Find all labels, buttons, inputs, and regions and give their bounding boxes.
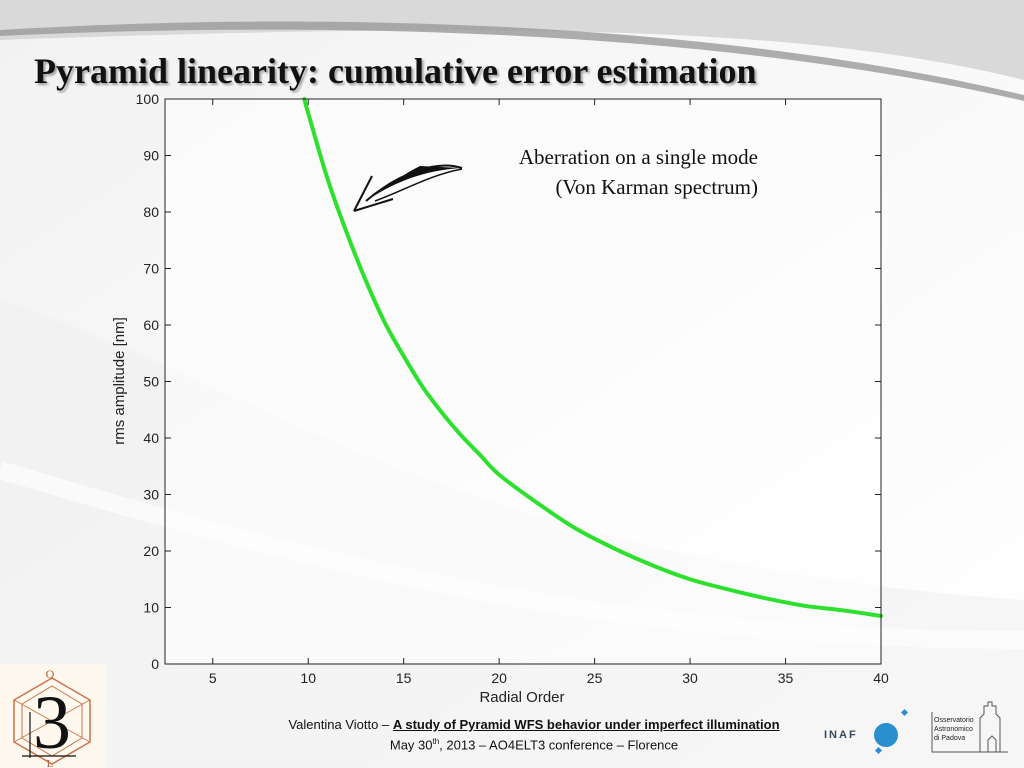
y-axis: 0 10 20 30 40 50 60 70 80 90 100 [136,91,881,672]
y-tick-label: 40 [143,430,159,446]
observatory-logo-text: Osservatorio Astronomico di Padova [934,716,974,743]
inaf-logo-icon [874,708,909,755]
plot-background [165,99,881,664]
x-tick-label: 25 [587,670,603,686]
footer-line-2: May 30th, 2013 – AO4ELT3 conference – Fl… [210,733,858,753]
y-tick-label: 90 [143,148,159,164]
annotation-line-2: (Von Karman spectrum) [555,175,758,199]
x-tick-label: 30 [682,670,698,686]
footer-line-1: Valentina Viotto – A study of Pyramid WF… [210,716,858,733]
x-tick-label: 40 [873,670,889,686]
y-tick-label: 50 [143,374,159,390]
annotation-line-1: Aberration on a single mode [518,145,758,169]
observatory-line-2: Astronomico [934,726,973,733]
inaf-logo-text: INAF [824,729,858,741]
observatory-line-3: di Padova [934,735,966,742]
series-line [302,97,883,618]
y-tick-label: 60 [143,317,159,333]
conference-logo-letter-bottom: L [47,758,54,768]
plot-frame [164,98,882,665]
y-tick-label: 10 [143,600,159,616]
y-tick-label: 0 [151,656,159,672]
arrow-icon [353,164,463,212]
footer-author: Valentina Viotto [288,717,379,732]
conference-logo-letter-top: O [46,667,55,681]
x-tick-label: 5 [209,670,217,686]
slide-title: Pyramid linearity: cumulative error esti… [34,51,757,91]
observatory-tower-icon [931,701,1008,753]
conference-logo: O 3 L [0,664,106,768]
x-tick-label: 35 [778,670,794,686]
x-axis-label: Radial Order [479,689,564,706]
y-tick-label: 100 [136,91,160,107]
footer-dash: – [381,717,390,732]
y-axis-label: rms amplitude [nm] [111,317,128,445]
x-tick-label: 20 [491,670,507,686]
plot-area [165,99,881,664]
y-tick-label: 30 [143,487,159,503]
footer-date-suffix: th [432,737,440,746]
y-tick-label: 20 [143,543,159,559]
x-tick-label: 10 [300,670,316,686]
x-tick-label: 15 [396,670,412,686]
footer-date: May 30 [389,737,433,753]
observatory-line-1: Osservatorio [934,717,974,724]
footer-conference: , 2013 – AO4ELT3 conference – Florence [439,737,679,753]
series-group [302,97,883,618]
footer-talk-title: A study of Pyramid WFS behavior under im… [392,717,780,732]
plot-border [164,98,882,665]
y-tick-label: 70 [143,261,159,277]
y-tick-label: 80 [143,204,159,220]
footer: Valentina Viotto – A study of Pyramid WF… [210,716,858,753]
conference-logo-numeral: 3 [33,681,71,765]
curve-annotation: Aberration on a single mode (Von Karman … [430,142,758,202]
x-axis: 5 10 15 20 25 30 35 40 [209,99,889,686]
